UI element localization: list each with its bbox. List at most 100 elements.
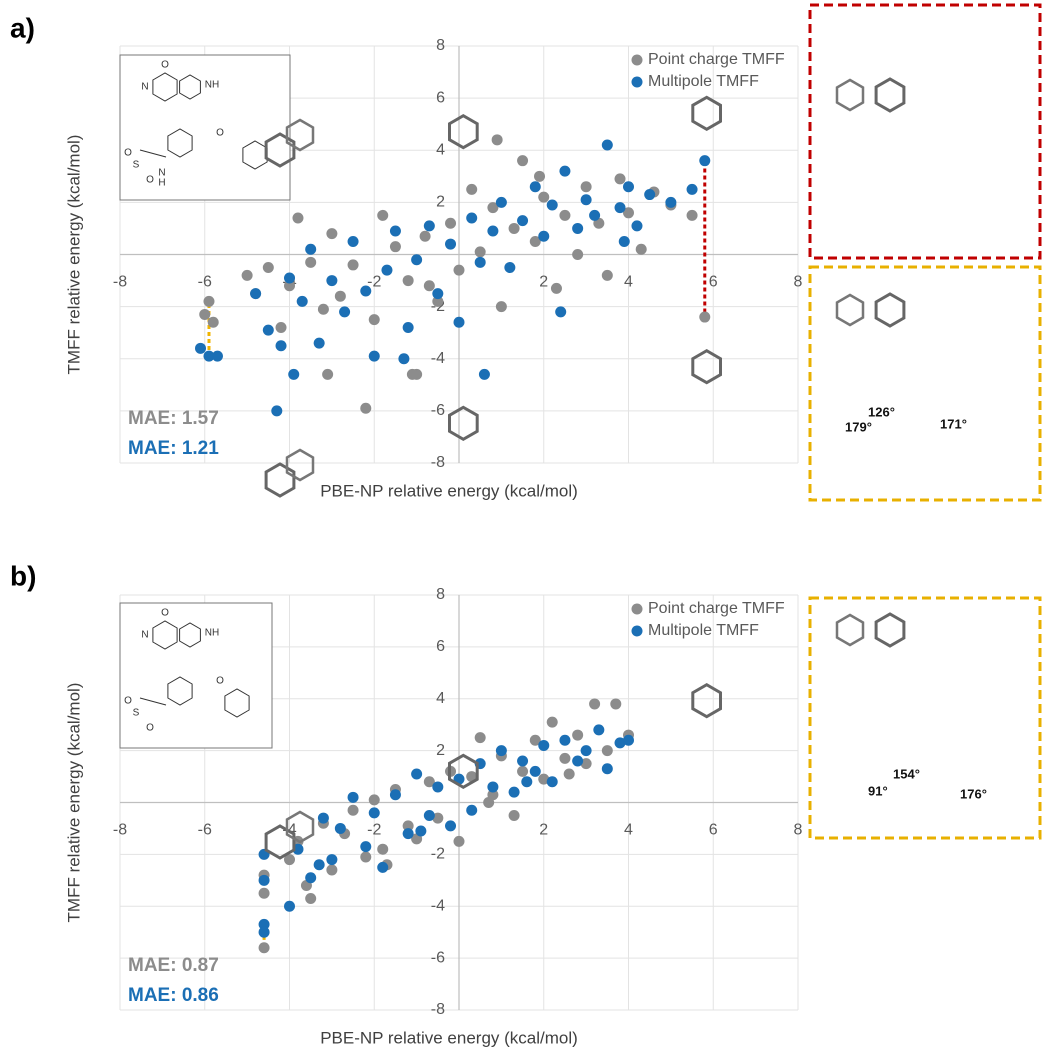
data-point (508, 786, 520, 798)
atom-label: H (158, 178, 165, 189)
data-point (258, 918, 270, 930)
angle-label: 126° (868, 404, 895, 419)
data-point (326, 854, 338, 866)
data-point (284, 854, 295, 866)
ring (285, 448, 315, 482)
ring (264, 462, 296, 498)
data-point (517, 215, 529, 227)
data-point (199, 308, 211, 320)
ring (448, 113, 479, 150)
data-point (453, 264, 465, 276)
data-point (377, 209, 389, 221)
x-tick-label: 4 (624, 274, 633, 291)
ring (224, 688, 250, 718)
data-point (529, 765, 541, 777)
atom-label: N (141, 630, 148, 641)
bond (139, 697, 167, 706)
data-point (262, 262, 274, 274)
x-tick-label: -6 (198, 274, 212, 291)
panel-label: a) (10, 12, 35, 43)
data-point (415, 825, 427, 837)
data-point (529, 181, 541, 193)
y-tick-label: -8 (431, 1001, 445, 1018)
data-point (483, 797, 495, 808)
data-point (474, 256, 486, 268)
atom-label: O (146, 723, 154, 734)
atom-label: O (161, 608, 169, 619)
data-point (262, 324, 274, 336)
data-point (572, 222, 584, 234)
data-point (572, 755, 584, 767)
data-point (389, 241, 401, 253)
legend-marker (631, 625, 643, 637)
data-point (402, 828, 414, 840)
data-point (423, 776, 435, 788)
atom-label: NH (205, 80, 219, 91)
mae-annotation: MAE: 0.86 (128, 985, 219, 1006)
x-tick-label: -2 (367, 274, 381, 291)
data-point (411, 768, 423, 780)
data-point (614, 173, 626, 185)
data-point (313, 337, 325, 349)
x-tick-label: 2 (539, 822, 548, 839)
y-axis-title: TMFF relative energy (kcal/mol) (64, 683, 83, 923)
data-point (699, 311, 711, 323)
data-point (275, 321, 287, 333)
y-tick-label: -8 (431, 454, 445, 471)
data-point (635, 243, 647, 255)
y-tick-label: 2 (436, 194, 445, 211)
data-point (559, 752, 571, 764)
data-point (377, 843, 389, 855)
ring (691, 682, 722, 719)
data-point (538, 230, 550, 242)
atom-label: N (141, 82, 148, 93)
data-point (347, 235, 359, 247)
data-point (368, 350, 380, 362)
ring (285, 118, 315, 152)
data-point (368, 807, 380, 819)
angle-label: 154° (893, 766, 920, 781)
legend-label: Point charge TMFF (648, 600, 785, 617)
ring (167, 128, 193, 158)
x-tick-label: 6 (709, 274, 718, 291)
data-point (491, 134, 503, 146)
x-tick-label: -6 (198, 822, 212, 839)
ring (691, 348, 722, 385)
data-point (631, 220, 643, 232)
data-point (538, 191, 550, 203)
data-point (517, 755, 529, 767)
data-point (195, 342, 207, 354)
data-point (546, 776, 558, 788)
data-point (699, 155, 711, 167)
data-point (275, 340, 287, 352)
data-point (466, 804, 478, 816)
x-tick-label: -2 (367, 822, 381, 839)
data-point (411, 254, 423, 266)
data-point (495, 196, 507, 208)
mae-annotation: MAE: 0.87 (128, 955, 219, 976)
ring (874, 292, 906, 328)
data-point (389, 225, 401, 237)
data-point (686, 209, 698, 221)
data-point (559, 734, 571, 746)
atom-label: O (216, 128, 224, 139)
data-point (402, 321, 414, 333)
data-point (563, 768, 575, 780)
data-point (381, 264, 393, 276)
y-tick-label: -2 (431, 846, 445, 863)
angle-label: 179° (845, 419, 872, 434)
data-point (258, 926, 270, 938)
ring (285, 810, 315, 844)
y-tick-label: 6 (436, 638, 445, 655)
data-point (601, 763, 613, 775)
structure-frame (808, 596, 1042, 840)
data-point (347, 791, 359, 803)
data-point (211, 350, 223, 362)
data-point (360, 402, 372, 414)
ring (167, 676, 193, 706)
data-point (432, 812, 444, 824)
data-point (339, 306, 351, 318)
ring (874, 77, 906, 113)
angle-label: 91° (868, 783, 888, 798)
data-point (495, 301, 507, 313)
